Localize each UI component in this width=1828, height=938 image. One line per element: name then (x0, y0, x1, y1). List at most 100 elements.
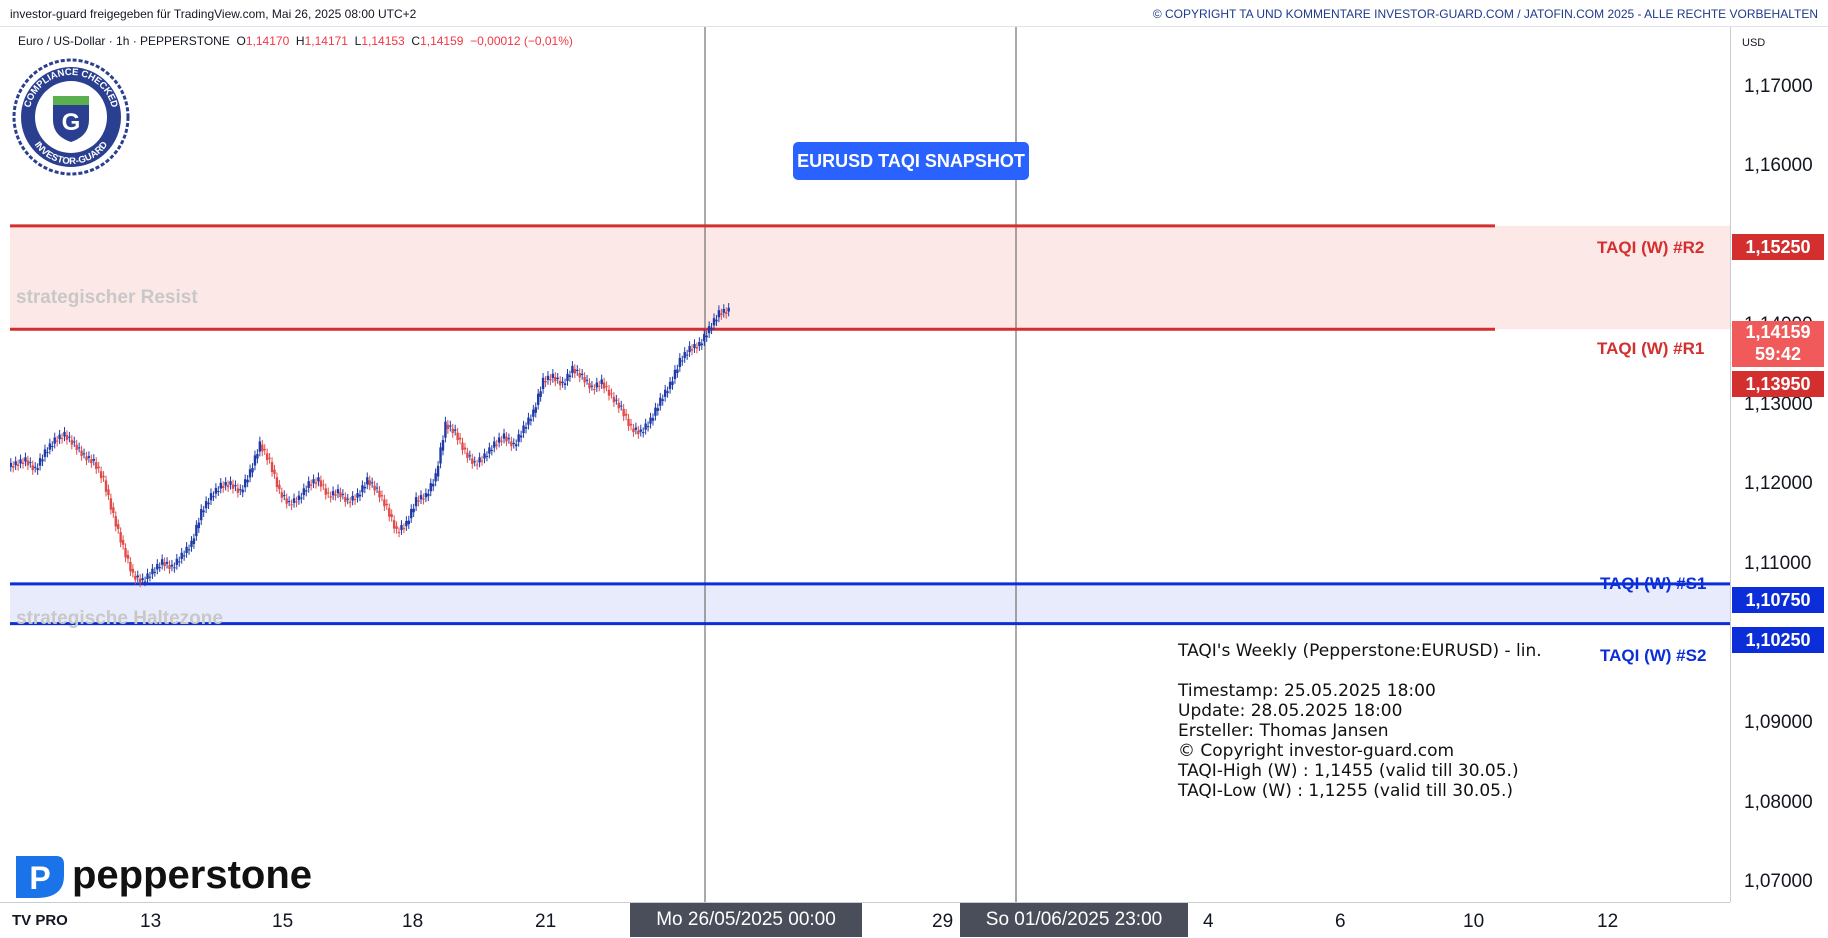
candle-body (390, 514, 393, 517)
candle-body (578, 373, 581, 378)
chart-area[interactable] (7, 27, 1730, 902)
candle-body (24, 457, 27, 462)
candle-body (400, 524, 403, 531)
time-axis[interactable] (0, 902, 1730, 938)
y-tick: 1,07000 (1744, 871, 1813, 893)
svg-text:G: G (62, 109, 81, 136)
candle-body (253, 455, 257, 466)
candle-body (453, 429, 457, 431)
publisher-text: investor-guard freigegeben für TradingVi… (10, 7, 417, 21)
candle-body (58, 434, 61, 440)
candle-body (673, 369, 677, 379)
candle-body (620, 405, 623, 407)
candle-body (224, 482, 227, 486)
info-taqi-high: TAQI-High (W) : 1,1455 (valid till 30.05… (1178, 761, 1519, 781)
candle-body (117, 524, 120, 529)
snapshot-badge[interactable]: EURUSD TAQI SNAPSHOT (793, 142, 1029, 180)
x-tick: 10 (1463, 911, 1485, 932)
price-chart[interactable] (7, 27, 1730, 902)
candle-body (204, 501, 208, 509)
candle-body (678, 357, 682, 368)
candle-body (148, 576, 152, 578)
support-zone (10, 583, 1730, 624)
info-box: TAQI's Weekly (Pepperstone:EURUSD) - lin… (1178, 641, 1542, 801)
candle-body (185, 546, 188, 553)
candle-body (610, 393, 613, 395)
top-bar: investor-guard freigegeben für TradingVi… (0, 0, 1828, 27)
candle-body (222, 485, 225, 488)
candle-body (510, 441, 513, 447)
pepperstone-logo: P pepperstone (12, 852, 332, 907)
symbol-name: Euro / US-Dollar · 1h · PEPPERSTONE (18, 34, 230, 48)
candle-body (624, 413, 628, 416)
candle-body (270, 462, 274, 473)
candle-body (590, 385, 594, 387)
candle-body (532, 409, 535, 417)
compliance-seal-logo: COMPLIANCE CHECKED INVESTOR-GUARD G (12, 58, 130, 181)
candle-body (246, 479, 249, 483)
candle-body (153, 571, 157, 573)
candle-body (87, 456, 91, 458)
candle-body (571, 365, 574, 374)
candle-body (671, 381, 674, 385)
x-tick: 15 (272, 911, 294, 932)
candle-body (346, 498, 349, 500)
candle-body (695, 347, 699, 349)
candle-body (370, 482, 374, 484)
candle-body (187, 549, 191, 551)
candle-body (80, 450, 83, 456)
candle-body (124, 548, 127, 558)
candle-body (468, 455, 472, 457)
candle-body (290, 504, 293, 506)
low-label: L (354, 34, 362, 48)
candle-body (75, 444, 78, 450)
price-tag-s1: 1,10750 (1732, 587, 1824, 613)
candle-body (165, 561, 169, 564)
tradingview-logo[interactable]: TV PRO (12, 912, 68, 929)
candle-body (458, 437, 462, 440)
candle-body (717, 310, 721, 318)
candle-body (202, 510, 205, 513)
candle-body (615, 399, 618, 401)
candle-body (698, 342, 701, 347)
candle-body (566, 373, 569, 381)
candle-body (644, 423, 647, 430)
candle-body (685, 354, 689, 356)
candle-body (41, 459, 44, 462)
candle-body (480, 460, 484, 462)
candle-body (561, 381, 564, 383)
candle-body (483, 453, 486, 459)
candle-body (475, 464, 479, 466)
price-axis[interactable] (1730, 27, 1828, 902)
svg-text:P: P (29, 860, 50, 896)
candle-body (676, 369, 679, 374)
candle-body (258, 441, 262, 452)
candle-body (600, 379, 603, 385)
candle-body (488, 447, 491, 454)
candle-body (285, 498, 288, 504)
candle-body (515, 444, 518, 447)
candle-body (512, 443, 515, 445)
candle-body (336, 489, 340, 494)
candle-body (104, 480, 108, 492)
candle-body (307, 481, 310, 488)
candle-body (378, 490, 381, 498)
candle-body (534, 407, 537, 413)
level-label-r2: TAQI (W) #R2 (1597, 238, 1705, 257)
candle-body (134, 575, 137, 580)
candle-body (712, 318, 716, 326)
candle-body (85, 456, 88, 461)
candle-body (681, 360, 684, 362)
candle-body (55, 440, 59, 442)
candle-body (373, 485, 376, 491)
candle-body (449, 425, 452, 427)
candle-body (9, 462, 12, 467)
candle-body (446, 424, 450, 430)
currency-label[interactable]: USD (1742, 37, 1766, 49)
high-label: H (295, 34, 305, 48)
candle-body (126, 554, 130, 559)
candle-body (12, 466, 15, 468)
info-taqi-low: TAQI-Low (W) : 1,1255 (valid till 30.05.… (1178, 781, 1513, 801)
close-value: 1,14159 (420, 34, 464, 48)
candle-body (539, 391, 542, 397)
